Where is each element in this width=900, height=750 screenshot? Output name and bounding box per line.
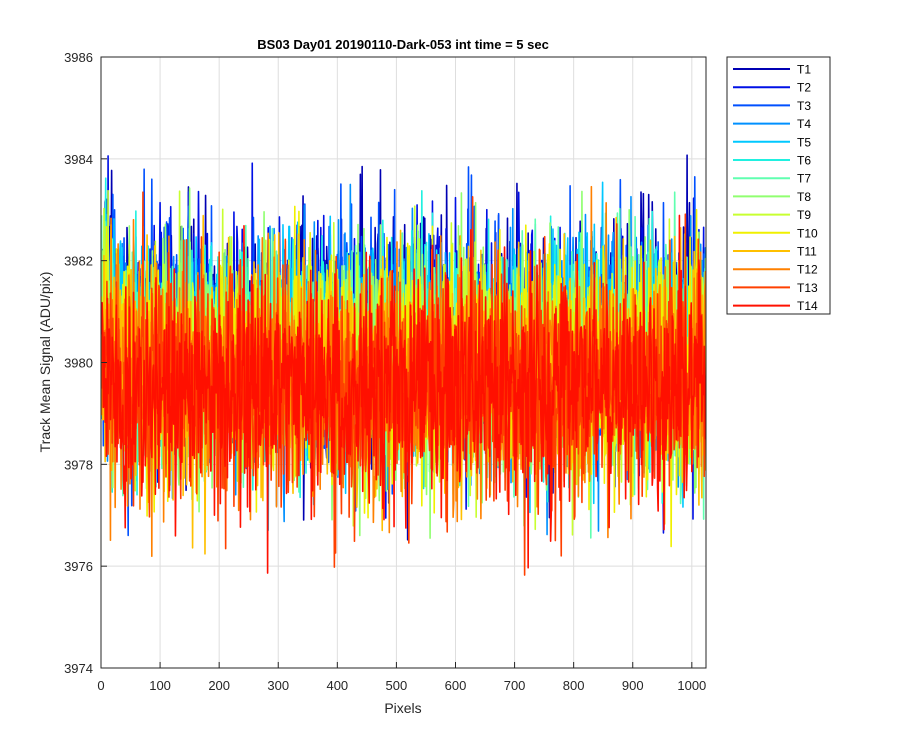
legend-label-t6: T6 bbox=[797, 154, 811, 168]
legend-label-t3: T3 bbox=[797, 99, 811, 113]
y-tick-label: 3978 bbox=[64, 457, 93, 472]
legend-label-t5: T5 bbox=[797, 135, 811, 149]
series-line-t14 bbox=[101, 214, 706, 574]
y-tick-label: 3982 bbox=[64, 254, 93, 269]
y-axis-ticks: 3974 3976 3978 3980 3982 3984 3986 bbox=[64, 50, 107, 676]
y-tick-label: 3980 bbox=[64, 356, 93, 371]
y-tick-label: 3976 bbox=[64, 559, 93, 574]
y-tick-label: 3984 bbox=[64, 152, 93, 167]
y-tick-label: 3974 bbox=[64, 661, 93, 676]
x-tick-label: 200 bbox=[208, 678, 230, 693]
legend: T1 T2 T3 T4 T5 T6 T7 T8 T9 T10 T11 T12 T13 T14 bbox=[726, 56, 831, 315]
x-tick-label: 1000 bbox=[677, 678, 706, 693]
legend-box bbox=[726, 56, 831, 315]
x-axis-label: Pixels bbox=[384, 700, 421, 716]
legend-label-t4: T4 bbox=[797, 117, 811, 131]
legend-label-t14: T14 bbox=[797, 299, 818, 313]
legend-label-t1: T1 bbox=[797, 63, 811, 77]
x-tick-label: 500 bbox=[386, 678, 408, 693]
legend-label-t11: T11 bbox=[797, 245, 817, 259]
x-tick-label: 700 bbox=[504, 678, 526, 693]
x-tick-label: 300 bbox=[267, 678, 289, 693]
legend-label-t7: T7 bbox=[797, 172, 811, 186]
x-tick-label: 800 bbox=[563, 678, 585, 693]
legend-label-t8: T8 bbox=[797, 190, 811, 204]
y-tick-label: 3986 bbox=[64, 50, 93, 65]
legend-label-t9: T9 bbox=[797, 208, 811, 222]
y-axis-label: Track Mean Signal (ADU/pix) bbox=[37, 272, 53, 453]
x-tick-label: 100 bbox=[149, 678, 171, 693]
chart-title: BS03 Day01 20190110-Dark-053 int time = … bbox=[257, 37, 549, 52]
series-lines bbox=[101, 154, 706, 576]
legend-label-t10: T10 bbox=[797, 226, 818, 240]
x-tick-label: 400 bbox=[326, 678, 348, 693]
legend-label-t2: T2 bbox=[797, 81, 811, 95]
x-tick-label: 600 bbox=[445, 678, 467, 693]
legend-label-t12: T12 bbox=[797, 263, 818, 277]
x-axis-ticks: 0 100 200 300 400 500 600 700 800 900 1000 bbox=[97, 662, 706, 693]
legend-label-t13: T13 bbox=[797, 281, 818, 295]
x-tick-label: 0 bbox=[97, 678, 104, 693]
x-tick-label: 900 bbox=[622, 678, 644, 693]
